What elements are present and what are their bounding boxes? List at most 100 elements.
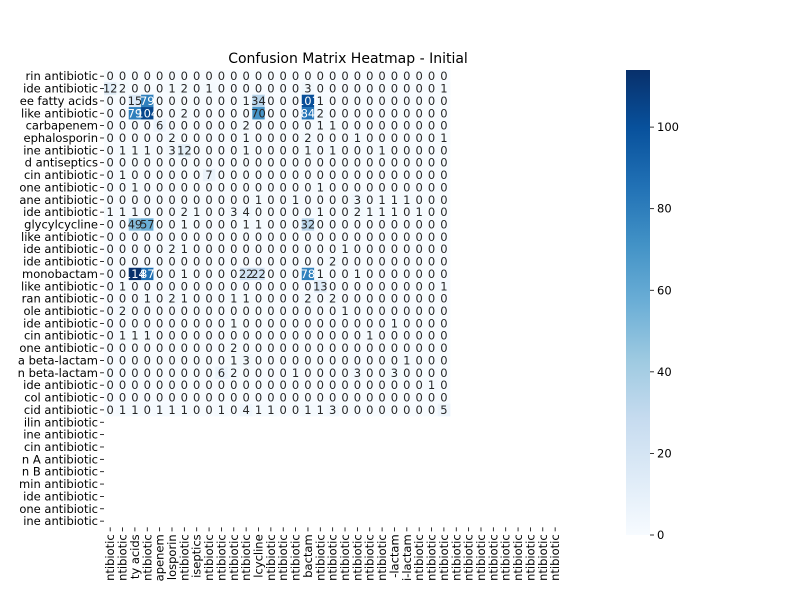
heatmap-cell: [252, 280, 265, 293]
heatmap-cell-value: 0: [378, 366, 385, 380]
heatmap-cell-value: 0: [156, 143, 163, 157]
heatmap-cell: [252, 341, 265, 355]
heatmap-cell-value: 0: [428, 255, 435, 269]
heatmap-cell-value: 0: [428, 205, 435, 219]
heatmap-cell-value: 0: [317, 329, 324, 343]
heatmap-cell-value: 1: [317, 267, 324, 281]
heatmap-cell-value: 0: [440, 230, 447, 244]
heatmap-cell: [301, 193, 315, 207]
heatmap-cell: [326, 94, 340, 108]
heatmap-cell: [413, 317, 426, 330]
heatmap-cell: [116, 205, 130, 219]
heatmap-cell: [165, 107, 179, 120]
heatmap-cell: [252, 403, 265, 417]
heatmap-cell-value: 0: [329, 267, 336, 281]
heatmap-cell: [301, 131, 315, 145]
heatmap-cell: [190, 292, 204, 306]
heatmap-cell: [326, 230, 340, 244]
heatmap-cell-value: 0: [267, 391, 274, 405]
heatmap-cell: [153, 329, 167, 343]
heatmap-cell: [351, 107, 364, 120]
heatmap-cell: [190, 119, 204, 133]
heatmap-cell-value: 1: [131, 329, 138, 343]
heatmap-cell: [314, 193, 327, 207]
heatmap-cell-value: 0: [193, 304, 200, 318]
heatmap-cell-value: 0: [428, 267, 435, 281]
heatmap-cell-value: 0: [280, 94, 287, 108]
heatmap-cell-value: 0: [131, 168, 138, 182]
heatmap-cell: [239, 181, 253, 194]
heatmap-cell-value: 1: [292, 366, 299, 380]
heatmap-cell: [338, 243, 352, 256]
heatmap-cell-value: 0: [292, 180, 299, 194]
row-label: cin antibiotic: [24, 440, 98, 454]
heatmap-cell-value: 0: [193, 131, 200, 145]
heatmap-cell: [388, 218, 401, 231]
heatmap-cell: [202, 144, 216, 157]
heatmap-cell: [252, 304, 265, 318]
heatmap-cell: [425, 70, 439, 83]
heatmap-cell: [351, 243, 364, 256]
heatmap-cell-value: 0: [416, 119, 423, 133]
row-label: ee fatty acids: [20, 94, 98, 108]
heatmap-cell: [277, 379, 290, 392]
heatmap-cell-value: 0: [119, 131, 126, 145]
heatmap-cell: [425, 379, 439, 392]
heatmap-cell-value: 0: [403, 94, 410, 108]
heatmap-cell-value: 0: [181, 341, 188, 355]
heatmap-cell-value: 0: [131, 279, 138, 293]
heatmap-cell-value: 0: [267, 180, 274, 194]
heatmap-cell-value: 0: [391, 143, 398, 157]
heatmap-cell: [425, 329, 439, 343]
heatmap-cell-value: 1: [168, 403, 175, 417]
heatmap-cell: [104, 292, 117, 306]
heatmap-cell: [227, 255, 241, 269]
heatmap-cell: [277, 341, 290, 355]
heatmap-cell-value: 0: [267, 131, 274, 145]
heatmap-cell-value: 0: [119, 94, 126, 108]
heatmap-cell: [375, 131, 389, 145]
heatmap-cell: [425, 131, 439, 145]
heatmap-cell: [314, 366, 327, 380]
heatmap-cell-value: 0: [416, 391, 423, 405]
heatmap-cell-value: 0: [205, 316, 212, 330]
heatmap-cell-value: 0: [403, 218, 410, 232]
heatmap-cell-value: 0: [131, 156, 138, 170]
heatmap-cell: [277, 354, 290, 367]
heatmap-cell: [437, 119, 451, 133]
heatmap-cell-value: 0: [403, 304, 410, 318]
heatmap-cell-value: 0: [341, 119, 348, 133]
heatmap-cell: [227, 107, 241, 120]
heatmap-cell: [128, 193, 142, 207]
heatmap-cell-value: 0: [218, 292, 225, 306]
heatmap-cell: [239, 403, 253, 417]
heatmap-cell-value: 15: [128, 94, 143, 108]
heatmap-cell: [239, 205, 253, 219]
heatmap-cell: [252, 267, 265, 281]
heatmap-cell-value: 0: [366, 378, 373, 392]
heatmap-cell: [301, 366, 315, 380]
heatmap-cell: [190, 317, 204, 330]
heatmap-cell: [104, 379, 117, 392]
heatmap-cell: [165, 144, 179, 157]
heatmap-cell-value: 0: [428, 391, 435, 405]
heatmap-cell: [202, 280, 216, 293]
heatmap-cell-value: 0: [292, 218, 299, 232]
heatmap-cell-value: 0: [329, 366, 336, 380]
heatmap-cell: [413, 304, 426, 318]
heatmap-cell: [104, 94, 117, 108]
heatmap-cell-value: 0: [107, 366, 114, 380]
heatmap-cell: [239, 218, 253, 231]
heatmap-cell-value: 0: [304, 366, 311, 380]
heatmap-cell-value: 0: [181, 180, 188, 194]
heatmap-cell: [413, 243, 426, 256]
heatmap-cell: [227, 341, 241, 355]
heatmap-cell-value: 0: [391, 378, 398, 392]
heatmap-cell: [413, 329, 426, 343]
heatmap-cell-value: 0: [354, 304, 361, 318]
heatmap-cell: [153, 255, 167, 269]
heatmap-cell: [128, 119, 142, 133]
heatmap-cell: [116, 168, 130, 182]
heatmap-cell: [289, 304, 303, 318]
